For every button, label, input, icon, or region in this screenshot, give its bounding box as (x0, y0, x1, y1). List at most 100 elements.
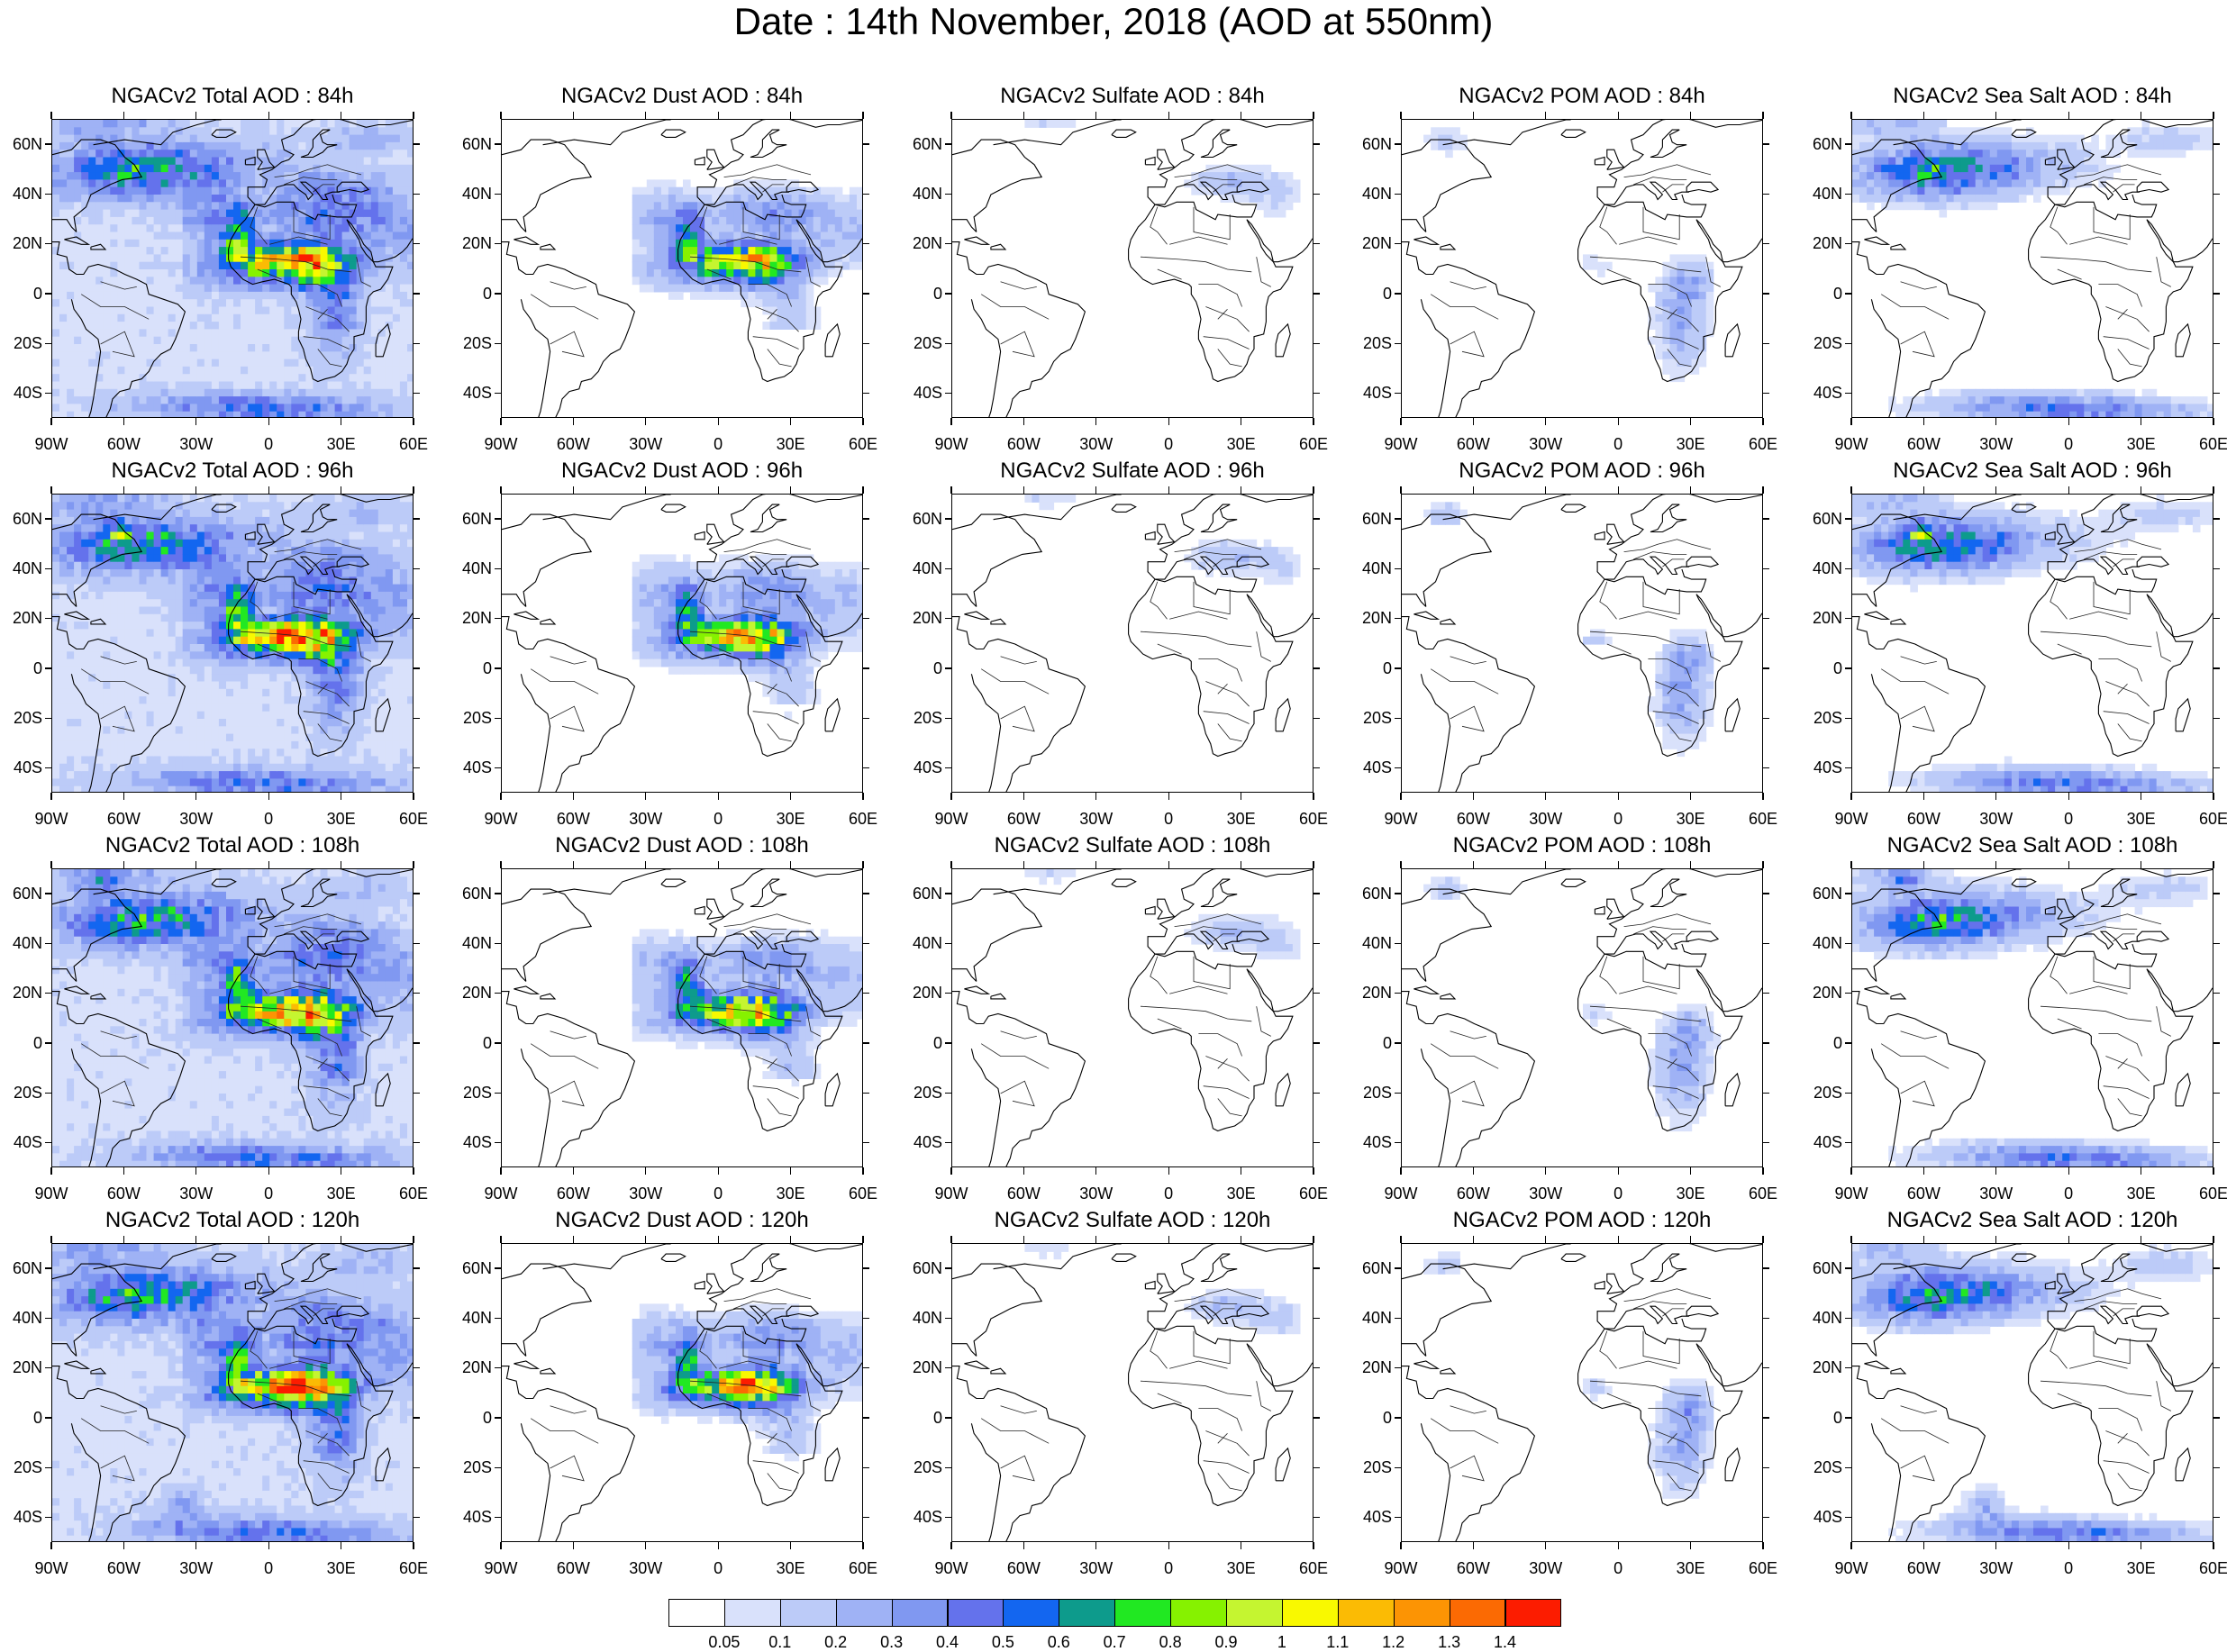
aod-cell (81, 351, 89, 359)
aod-cell (226, 741, 234, 749)
aod-cell (2004, 396, 2013, 404)
lat-tick-label: 60N (892, 136, 942, 152)
aod-cell (777, 202, 786, 210)
aod-cell (197, 682, 205, 690)
aod-cell (393, 240, 401, 248)
aod-cell (668, 240, 677, 248)
aod-cell (124, 682, 132, 690)
aod-cell (140, 367, 148, 375)
aod-cell (117, 749, 125, 757)
aod-cell (269, 778, 277, 786)
aod-cell (371, 359, 379, 368)
lon-tick-label: 0 (1137, 436, 1200, 452)
aod-cell (2164, 135, 2172, 143)
lat-tick (1845, 194, 1851, 195)
aod-cell (342, 232, 350, 241)
aod-cell (378, 150, 386, 158)
aod-cell (741, 240, 749, 248)
aod-cell (407, 135, 414, 143)
aod-cell (241, 172, 249, 180)
aod-cell (212, 547, 220, 555)
aod-cell (2128, 389, 2136, 397)
aod-cell (233, 757, 241, 765)
aod-cell (640, 269, 648, 277)
aod-cell (161, 741, 169, 749)
aod-cell (2084, 150, 2092, 158)
aod-cell (726, 187, 734, 195)
lon-tick (1690, 112, 1691, 119)
aod-cell (284, 224, 292, 232)
aod-cell (321, 247, 329, 255)
aod-cell (241, 120, 249, 128)
aod-cell (124, 510, 132, 518)
aod-cell (393, 179, 401, 187)
lat-tick (1395, 343, 1401, 344)
aod-cell (313, 202, 321, 210)
aod-cell (52, 232, 60, 241)
aod-cell (67, 142, 75, 150)
aod-cell (386, 150, 394, 158)
lon-tick (1923, 112, 1924, 119)
aod-cell (226, 404, 234, 412)
aod-cell (1445, 135, 1453, 143)
aod-cell (168, 562, 177, 570)
aod-cell (640, 277, 648, 285)
aod-cell (88, 150, 96, 158)
aod-cell (205, 547, 213, 555)
aod-cell (378, 412, 386, 418)
aod-cell (110, 674, 118, 682)
lat-tick (45, 293, 51, 294)
aod-cell (219, 644, 227, 652)
aod-cell (74, 120, 82, 128)
aod-cell (393, 187, 401, 195)
aod-cell (683, 202, 691, 210)
aod-cell (2186, 135, 2194, 143)
aod-cell (835, 224, 843, 232)
lat-tick (863, 343, 869, 344)
aod-cell (59, 622, 68, 630)
aod-cell (1583, 254, 1591, 262)
aod-cell (205, 712, 213, 720)
aod-cell (103, 314, 111, 322)
aod-cell (1431, 135, 1439, 143)
aod-cell (2033, 150, 2041, 158)
aod-cell (154, 269, 162, 277)
aod-cell (226, 719, 234, 727)
aod-cell (74, 389, 82, 397)
aod-cell (241, 337, 249, 345)
aod-cell (74, 719, 82, 727)
aod-cell (255, 187, 263, 195)
aod-cell (255, 607, 263, 615)
aod-cell (154, 389, 162, 397)
aod-cell (262, 510, 270, 518)
aod-cell (1670, 307, 1678, 315)
aod-cell (2105, 412, 2113, 418)
aod-cell (328, 382, 336, 390)
aod-cell (117, 712, 125, 720)
aod-cell (792, 299, 800, 307)
aod-cell (298, 404, 306, 412)
aod-cell (219, 374, 227, 382)
aod-cell (2019, 135, 2027, 143)
country-border (2058, 269, 2082, 279)
aod-cell (117, 585, 125, 593)
aod-cell (140, 592, 148, 600)
aod-cell (110, 232, 118, 241)
lat-tick (45, 143, 51, 144)
country-border (1257, 257, 1271, 286)
aod-cell (140, 524, 148, 532)
aod-cell (284, 299, 292, 307)
aod-cell (1968, 172, 1977, 180)
lon-tick-label: 60W (992, 436, 1055, 452)
aod-cell (59, 757, 68, 765)
aod-cell (110, 585, 118, 593)
aod-cell (190, 202, 198, 210)
aod-cell (124, 254, 132, 262)
aod-cell (1976, 412, 1984, 418)
aod-cell (140, 569, 148, 577)
aod-cell (88, 127, 96, 135)
aod-cell (140, 607, 148, 615)
aod-cell (777, 322, 786, 330)
lat-tick (2213, 343, 2220, 344)
aod-cell (291, 396, 299, 404)
